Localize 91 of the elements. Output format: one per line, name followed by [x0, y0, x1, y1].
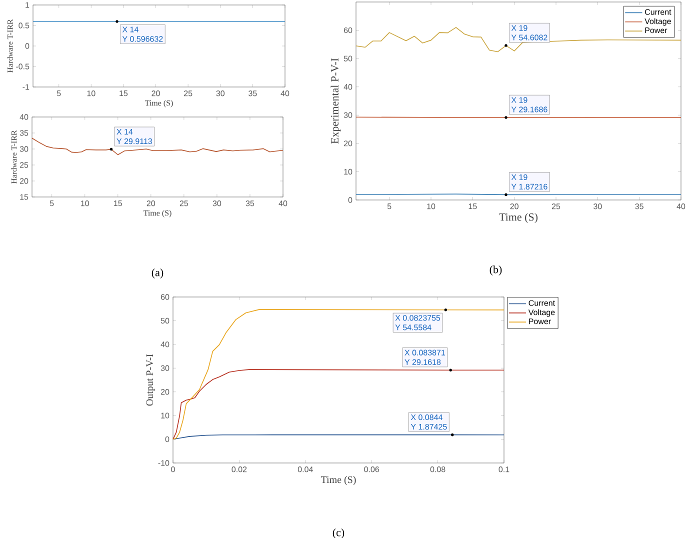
legend-label: Power — [529, 318, 551, 324]
x-tick-label: 40 — [676, 204, 686, 210]
text: (b) — [490, 266, 502, 276]
line-series — [172, 368, 504, 440]
y-tick-label: 50 — [344, 56, 352, 62]
y-tick-label: 30 — [20, 146, 28, 152]
annotation: Y 1.87425 — [410, 424, 447, 430]
y-tick-label: 15 — [20, 194, 28, 200]
x-axis-title: Time (S) — [320, 476, 356, 486]
x-tick-label: 0.1 — [498, 466, 510, 472]
annotation: Y 29.9113 — [116, 138, 152, 144]
x-tick-label: 35 — [246, 200, 254, 206]
x-tick-label: 0 — [171, 466, 175, 472]
annotation: Y 29.1618 — [404, 359, 441, 365]
y-tick-label: 40 — [344, 84, 352, 90]
x-tick-label: 40 — [280, 90, 290, 96]
line-series — [172, 308, 504, 440]
y-tick-label: 20 — [160, 389, 170, 395]
annotation: X 19 — [511, 25, 528, 31]
x-tick-label: 15 — [114, 200, 122, 206]
x-tick-label: 5 — [50, 200, 54, 206]
annotation: X 19 — [511, 97, 528, 103]
y-tick-label: 0 — [165, 436, 170, 442]
annotation: Y 1.87216 — [511, 184, 548, 190]
legend-label: Voltage — [644, 18, 671, 26]
legend-label: Voltage — [528, 309, 555, 317]
annotation: X 14 — [116, 128, 133, 134]
annotation: Y 54.6082 — [511, 34, 548, 40]
x-tick-label: 30 — [594, 204, 602, 210]
x-axis-title: Time (S) — [143, 210, 172, 218]
x-tick-label: 0.08 — [430, 466, 446, 472]
x-tick-label: 25 — [180, 200, 188, 206]
y-tick-label: 40 — [160, 342, 170, 348]
legend-label: Power — [645, 28, 668, 34]
text: (a) — [152, 268, 164, 278]
x-tick-label: 0.04 — [298, 466, 313, 472]
y-tick-label: 20 — [344, 140, 352, 146]
x-tick-label: 30 — [216, 90, 225, 96]
y-tick-label: 30 — [344, 112, 352, 118]
y-axis-title: Hardware T-IRR — [7, 19, 13, 73]
line-series — [32, 138, 284, 156]
x-tick-label: 5 — [387, 204, 392, 210]
y-tick-label: 10 — [344, 168, 352, 175]
y-tick-label: 60 — [344, 27, 352, 34]
y-tick-label: 0 — [25, 43, 30, 49]
x-tick-label: 20 — [510, 204, 518, 210]
x-tick-label: 10 — [427, 204, 436, 210]
line-series — [356, 27, 682, 52]
y-axis-title: Hardware T-IRR — [11, 130, 17, 184]
y-tick-label: -0.5 — [16, 64, 30, 70]
y-tick-label: 1 — [26, 2, 30, 8]
y-tick-label: 30 — [160, 365, 170, 371]
x-axis-title: Time (S) — [499, 213, 538, 224]
x-tick-label: 25 — [552, 204, 560, 210]
y-tick-label: -10 — [158, 460, 170, 466]
annotation: Y 29.1686 — [511, 106, 548, 112]
x-tick-label: 20 — [146, 200, 156, 206]
y-axis-title: Output P-V-I — [146, 354, 156, 406]
x-tick-label: 35 — [248, 90, 257, 96]
x-axis-title: Time (S) — [144, 100, 173, 108]
legend-label: Current — [645, 9, 672, 15]
y-tick-label: 35 — [20, 130, 28, 136]
x-tick-label: 15 — [120, 90, 128, 96]
y-tick-label: 10 — [161, 412, 170, 418]
y-tick-label: 50 — [160, 318, 170, 324]
x-tick-label: 10 — [81, 200, 89, 206]
annotation: X 0.083871 — [404, 350, 446, 356]
y-axis-title: Experimental P-V-I — [330, 58, 341, 144]
y-tick-label: 20 — [20, 178, 28, 184]
annotation: X 0.0844 — [410, 414, 442, 420]
y-tick-label: 0.5 — [18, 22, 30, 28]
x-tick-label: 15 — [468, 204, 477, 210]
x-tick-label: 20 — [152, 90, 160, 96]
x-tick-label: 10 — [87, 90, 96, 96]
y-tick-label: 60 — [160, 294, 170, 300]
annotation: X 19 — [511, 174, 528, 180]
legend-label: Current — [528, 300, 555, 306]
x-tick-label: 0.02 — [232, 466, 247, 472]
x-tick-label: 0.06 — [364, 466, 380, 472]
x-tick-label: 30 — [212, 200, 222, 206]
x-tick-label: 35 — [635, 204, 644, 210]
y-tick-label: 25 — [20, 162, 28, 168]
y-tick-label: 40 — [20, 114, 28, 120]
annotation: X 0.0823755 — [395, 315, 440, 321]
annotation: X 14 — [122, 26, 138, 32]
annotation: Y 54.5584 — [395, 324, 432, 330]
x-tick-label: 25 — [184, 90, 192, 96]
x-tick-label: 40 — [278, 200, 288, 206]
x-tick-label: 5 — [56, 90, 61, 96]
annotation: Y 0.596632 — [122, 36, 163, 42]
y-tick-label: -1 — [22, 84, 30, 90]
